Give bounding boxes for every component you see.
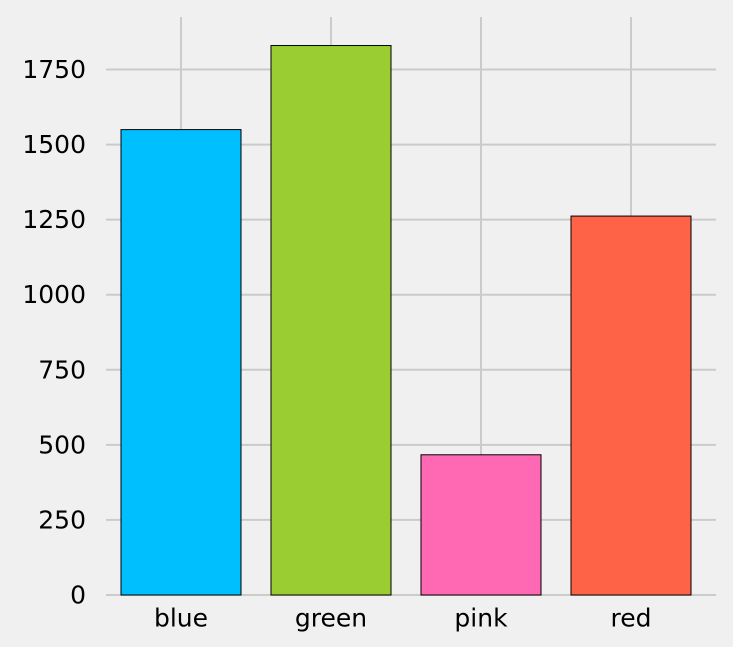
- y-tick-label: 1000: [22, 280, 86, 309]
- bar-pink: [420, 454, 542, 596]
- bars: [120, 45, 692, 596]
- y-axis-tick-labels: 0 250 500 750 1000 1250 1500 1750: [22, 55, 86, 609]
- y-tick-label: 1500: [22, 130, 86, 159]
- bar-red: [570, 215, 692, 596]
- bar-green: [270, 45, 392, 596]
- y-tick-label: 750: [38, 355, 86, 384]
- x-tick-label-red: red: [611, 604, 652, 633]
- y-tick-label: 1250: [22, 205, 86, 234]
- bar-blue: [120, 129, 242, 596]
- y-tick-label: 500: [38, 430, 86, 459]
- y-tick-label: 250: [38, 505, 86, 534]
- x-axis-tick-labels: blue green pink red: [154, 604, 652, 633]
- x-tick-label-green: green: [295, 604, 367, 633]
- x-tick-label-blue: blue: [154, 604, 208, 633]
- y-tick-label: 1750: [22, 55, 86, 84]
- y-tick-label: 0: [70, 581, 86, 610]
- x-tick-label-pink: pink: [454, 604, 508, 633]
